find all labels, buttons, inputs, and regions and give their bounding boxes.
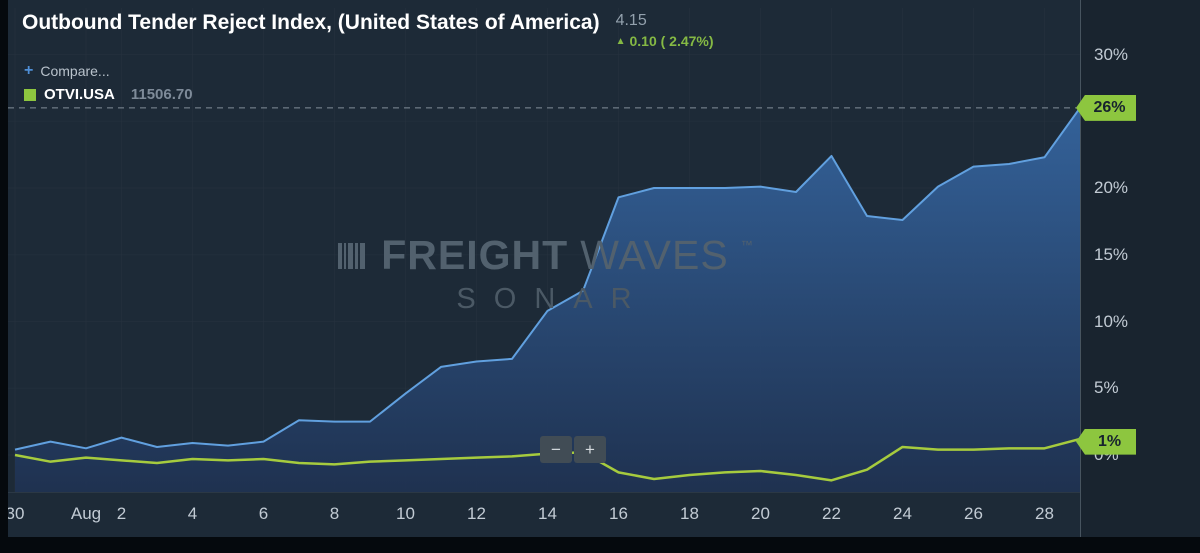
series-color-swatch	[24, 88, 36, 101]
zoom-out-button[interactable]: −	[540, 436, 572, 463]
up-arrow-icon: ▲	[615, 35, 626, 47]
x-axis-label: 26	[964, 504, 983, 523]
x-axis-label: 16	[609, 504, 628, 523]
x-axis-label: 22	[822, 504, 841, 523]
zoom-controls: − +	[540, 436, 606, 463]
x-axis-label: 30	[8, 504, 24, 523]
change-text: 0.10 ( 2.47%)	[629, 33, 714, 49]
y-axis-label: 15%	[1094, 244, 1129, 264]
area-series-fill	[15, 107, 1080, 493]
last-value-block: 4.15 ▲ 0.10 ( 2.47%)	[616, 10, 714, 49]
y-axis-label: 30%	[1094, 44, 1129, 64]
chart-canvas[interactable]: 30 Aug 2 4 6 8 10 12 14 16 18 20 22 24 26 28	[8, 0, 1080, 537]
change-indicator: ▲ 0.10 ( 2.47%)	[616, 33, 714, 49]
x-axis-label: 14	[538, 504, 557, 523]
zoom-in-button[interactable]: +	[574, 436, 606, 463]
compare-label: Compare...	[40, 63, 110, 79]
x-axis-label: 2	[117, 504, 126, 523]
value-badge: 26%	[1076, 94, 1136, 121]
y-axis-label: 5%	[1094, 378, 1119, 398]
x-axis-label: 4	[188, 504, 197, 523]
chart-title: Outbound Tender Reject Index, (United St…	[22, 11, 600, 34]
chart-panel: 30 Aug 2 4 6 8 10 12 14 16 18 20 22 24 26 28 Outbound T…	[8, 0, 1200, 537]
x-axis-label: 6	[259, 504, 268, 523]
chart-header: Outbound Tender Reject Index, (United St…	[22, 10, 714, 49]
plus-icon: +	[24, 62, 34, 79]
legend-item-otvi[interactable]: OTVI.USA 11506.70	[24, 86, 193, 103]
y-axis-label: 10%	[1094, 311, 1129, 331]
area-series-line	[14, 107, 1080, 451]
x-axis-label: 12	[467, 504, 486, 523]
x-axis-label: 10	[396, 504, 415, 523]
series-symbol: OTVI.USA	[44, 86, 115, 103]
series-value: 11506.70	[130, 86, 193, 103]
last-value: 4.15	[615, 12, 647, 29]
compare-button[interactable]: + Compare...	[24, 62, 110, 80]
x-axis-label: 28	[1035, 504, 1054, 523]
y-axis[interactable]: 30%20%15%10%5%0%	[1080, 0, 1200, 537]
bottom-strip	[0, 537, 1200, 553]
x-axis-label: 24	[893, 504, 912, 523]
x-axis-label: 8	[330, 504, 339, 523]
value-badge: 1%	[1076, 428, 1136, 455]
y-axis-label: 20%	[1094, 178, 1129, 197]
x-axis-label: Aug	[71, 504, 101, 523]
x-axis-label: 18	[680, 504, 699, 523]
x-axis-label: 20	[751, 504, 770, 523]
